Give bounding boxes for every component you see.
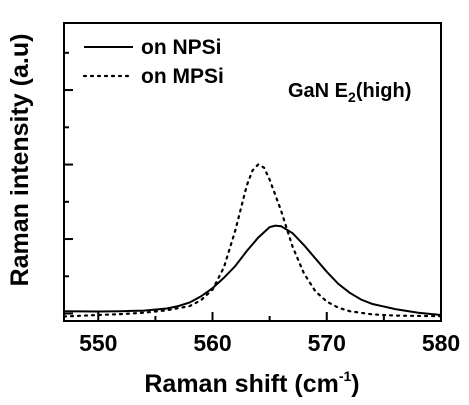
x-tick-label: 570 bbox=[308, 330, 346, 356]
peak-annotation: GaN E2(high) bbox=[288, 80, 411, 105]
x-axis-title: Raman shift (cm-1) bbox=[144, 368, 359, 398]
x-axis-title-superscript: -1 bbox=[339, 368, 352, 384]
x-axis-ticks bbox=[97, 312, 442, 321]
x-axis-title-end: ) bbox=[351, 370, 359, 398]
y-axis-ticks bbox=[64, 51, 73, 315]
x-axis-title-main: Raman shift (cm bbox=[144, 370, 338, 398]
plot-frame bbox=[63, 22, 442, 322]
annotation-subscript: 2 bbox=[348, 89, 356, 105]
x-tick-label: 560 bbox=[193, 330, 231, 356]
legend: on NPSi on MPSi bbox=[82, 36, 224, 88]
annotation-main: GaN E bbox=[288, 80, 348, 102]
x-tick-label: 580 bbox=[422, 330, 460, 356]
series-line-on-mpsi bbox=[62, 163, 443, 318]
annotation-end: (high) bbox=[356, 80, 412, 102]
legend-label-on-npsi: on NPSi bbox=[141, 36, 222, 59]
legend-label-on-mpsi: on MPSi bbox=[141, 65, 224, 88]
x-tick-label: 550 bbox=[79, 330, 117, 356]
series-line-on-npsi bbox=[63, 224, 442, 316]
y-axis-title: Raman intensity (a.u) bbox=[6, 34, 34, 287]
x-axis-tick-labels: 550 560 570 580 bbox=[79, 330, 460, 356]
